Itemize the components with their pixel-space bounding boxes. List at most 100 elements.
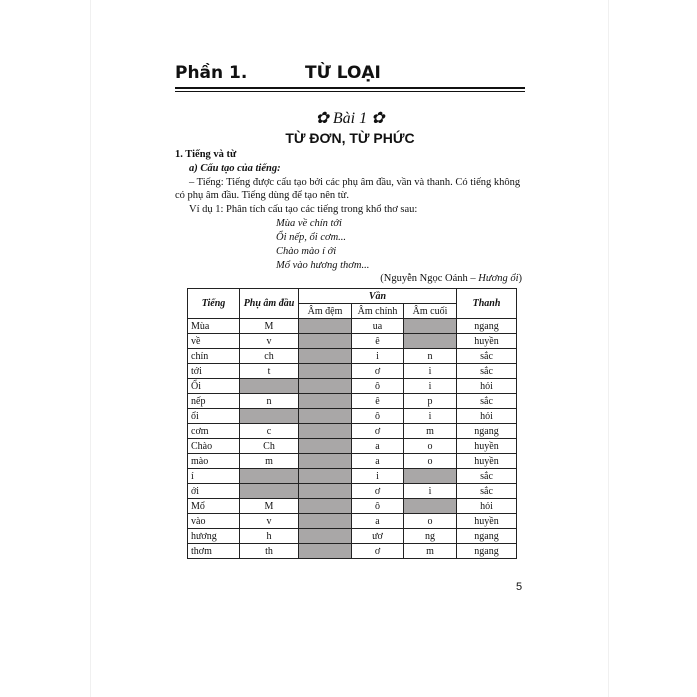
cell-am-chinh: ươ xyxy=(351,528,404,544)
cell-am-dem xyxy=(298,483,352,499)
cell-am-chinh: ơ xyxy=(351,363,404,379)
cell-am-chinh: ơ xyxy=(351,423,404,439)
cell-am-dem xyxy=(298,363,352,379)
cell-thanh: huyền xyxy=(456,438,517,454)
cell-am-chinh: ơ xyxy=(351,483,404,499)
cell-thanh: ngang xyxy=(456,318,517,334)
cell-tieng: ới xyxy=(187,483,240,499)
cell-am-dem xyxy=(298,423,352,439)
cell-thanh: ngang xyxy=(456,543,517,559)
syllable-table: Tiếng Phụ âm đầu Vần Thanh Âm đệm Âm chí… xyxy=(187,288,517,559)
cell-tieng: vào xyxy=(187,513,240,529)
cell-tieng: hương xyxy=(187,528,240,544)
cell-tieng: ổi xyxy=(187,408,240,424)
cell-thanh: ngang xyxy=(456,528,517,544)
cell-tieng: nếp xyxy=(187,393,240,409)
header-tieng: Tiếng xyxy=(187,288,240,319)
cell-thanh: hỏi xyxy=(456,408,517,424)
poem-line: Chào mào í ới xyxy=(276,246,337,257)
cell-phu-am-dau: ch xyxy=(239,348,299,364)
section-heading: 1. Tiếng và từ xyxy=(175,149,237,160)
table-row: í i sắc xyxy=(187,468,517,484)
cell-am-dem xyxy=(298,318,352,334)
cell-thanh: sắc xyxy=(456,468,517,484)
header-am-chinh: Âm chính xyxy=(351,303,404,319)
cell-phu-am-dau: n xyxy=(239,393,299,409)
cell-thanh: ngang xyxy=(456,423,517,439)
cell-am-dem xyxy=(298,453,352,469)
page-number: 5 xyxy=(516,581,523,593)
poem-line: Ổi nếp, ổi cơm... xyxy=(276,232,347,243)
cell-tieng: mào xyxy=(187,453,240,469)
cell-am-chinh: a xyxy=(351,438,404,454)
header-thanh: Thanh xyxy=(456,288,517,319)
cell-am-chinh: ê xyxy=(351,333,404,349)
table-row: ổi ô i hỏi xyxy=(187,408,517,424)
cell-phu-am-dau: th xyxy=(239,543,299,559)
cell-am-dem xyxy=(298,438,352,454)
cell-tieng: tới xyxy=(187,363,240,379)
cell-am-dem xyxy=(298,468,352,484)
cell-am-cuoi: ng xyxy=(403,528,457,544)
paragraph: – Tiếng: Tiếng được cấu tạo bởi các phụ … xyxy=(189,177,521,188)
cell-am-cuoi: i xyxy=(403,408,457,424)
cell-thanh: huyền xyxy=(456,513,517,529)
cell-am-dem xyxy=(298,513,352,529)
cell-am-cuoi: i xyxy=(403,483,457,499)
cell-tieng: cơm xyxy=(187,423,240,439)
table-row: mào m a o huyền xyxy=(187,453,517,469)
header-van: Vần xyxy=(298,288,457,304)
cell-am-cuoi xyxy=(403,498,457,514)
cell-phu-am-dau: h xyxy=(239,528,299,544)
example-intro: Ví dụ 1: Phân tích cấu tạo các tiếng tro… xyxy=(189,204,418,215)
divider xyxy=(175,91,525,92)
table-row: chín ch i n sắc xyxy=(187,348,517,364)
cell-am-chinh: ơ xyxy=(351,543,404,559)
cell-tieng: Chào xyxy=(187,438,240,454)
cell-thanh: sắc xyxy=(456,483,517,499)
table-row: nếp n ê p sắc xyxy=(187,393,517,409)
table-row: vào v a o huyền xyxy=(187,513,517,529)
cell-am-chinh: ô xyxy=(351,378,404,394)
subheading: a) Cấu tạo của tiếng: xyxy=(189,163,281,174)
cell-am-chinh: a xyxy=(351,513,404,529)
cell-phu-am-dau xyxy=(239,483,299,499)
cell-am-chinh: a xyxy=(351,453,404,469)
header-am-cuoi: Âm cuối xyxy=(403,303,457,319)
cell-am-cuoi: o xyxy=(403,438,457,454)
cell-am-dem xyxy=(298,528,352,544)
cell-am-cuoi: o xyxy=(403,513,457,529)
cell-tieng: Ổi xyxy=(187,378,240,394)
lesson-label: ✿ Bài 1 ✿ xyxy=(315,110,385,127)
table-row: Chào Ch a o huyền xyxy=(187,438,517,454)
cell-phu-am-dau xyxy=(239,408,299,424)
cell-am-chinh: i xyxy=(351,348,404,364)
cell-am-chinh: ô xyxy=(351,498,404,514)
cell-am-dem xyxy=(298,378,352,394)
poem-line: Mổ vào hương thơm... xyxy=(276,260,370,271)
cell-am-dem xyxy=(298,408,352,424)
cell-thanh: huyền xyxy=(456,453,517,469)
poem-line: Mùa về chín tới xyxy=(276,218,342,229)
lesson-title: TỪ ĐƠN, TỪ PHỨC xyxy=(285,130,415,146)
table-row: về v ê huyền xyxy=(187,333,517,349)
cell-tieng: í xyxy=(187,468,240,484)
cell-tieng: Mùa xyxy=(187,318,240,334)
cell-tieng: về xyxy=(187,333,240,349)
cell-am-cuoi: o xyxy=(403,453,457,469)
table-row: ới ơ i sắc xyxy=(187,483,517,499)
cell-phu-am-dau xyxy=(239,468,299,484)
cell-am-chinh: i xyxy=(351,468,404,484)
cell-am-cuoi: m xyxy=(403,543,457,559)
cell-phu-am-dau: m xyxy=(239,453,299,469)
cell-tieng: Mổ xyxy=(187,498,240,514)
table-row: tới t ơ i sắc xyxy=(187,363,517,379)
table-row: cơm c ơ m ngang xyxy=(187,423,517,439)
part-label: Phần 1. xyxy=(175,63,248,83)
cell-thanh: sắc xyxy=(456,363,517,379)
cell-am-dem xyxy=(298,348,352,364)
divider xyxy=(175,87,525,89)
cell-am-chinh: ê xyxy=(351,393,404,409)
